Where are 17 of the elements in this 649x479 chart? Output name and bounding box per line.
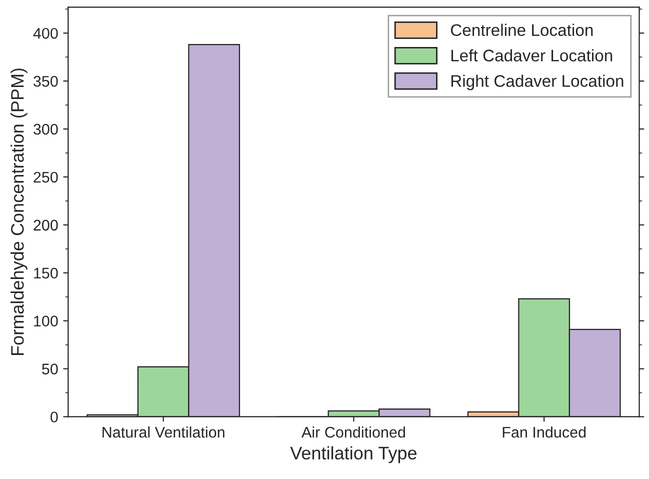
y-tick-label: 200 [34, 220, 58, 231]
x-tick-label: Natural Ventilation [102, 426, 224, 438]
x-axis-title: Ventilation Type [290, 446, 416, 464]
legend-label: Right Cadaver Location [451, 74, 624, 90]
y-tick-label: 50 [42, 364, 58, 374]
y-tick-label: 100 [34, 316, 58, 327]
y-axis-title: Formaldehyde Concentration (PPM) [10, 68, 28, 355]
legend-label: Left Cadaver Location [451, 49, 612, 62]
y-tick-label: 350 [34, 76, 58, 87]
y-tick-label: 150 [34, 268, 58, 279]
legend-label: Centreline Location [450, 24, 593, 36]
x-tick-label: Fan Induced [502, 426, 586, 438]
x-tick-label: Air Conditioned [302, 426, 405, 438]
y-tick-label: 400 [33, 28, 58, 39]
y-tick-label: 300 [34, 124, 58, 135]
y-tick-label: 250 [34, 172, 58, 183]
y-tick-label: 0 [50, 412, 58, 422]
